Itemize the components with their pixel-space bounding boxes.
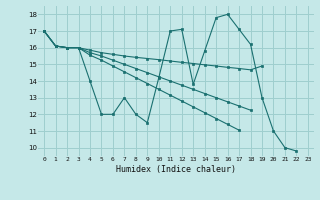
X-axis label: Humidex (Indice chaleur): Humidex (Indice chaleur) (116, 165, 236, 174)
